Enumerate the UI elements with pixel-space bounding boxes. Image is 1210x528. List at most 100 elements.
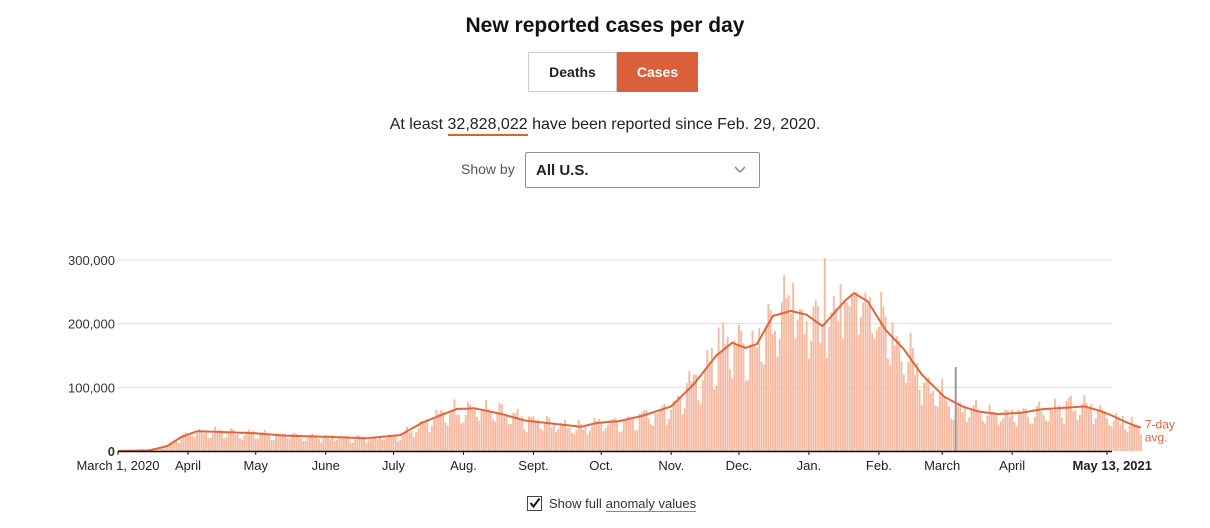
daily-bar — [995, 414, 998, 451]
daily-bar — [932, 390, 935, 451]
daily-bar — [668, 419, 670, 451]
daily-bar — [403, 431, 406, 451]
daily-bar — [997, 424, 1000, 451]
daily-bar — [817, 305, 819, 451]
daily-bar — [616, 420, 618, 451]
daily-bar — [200, 430, 203, 451]
daily-bar — [683, 407, 686, 451]
daily-bar — [1018, 410, 1020, 451]
x-tick-label: Sept. — [518, 458, 548, 473]
daily-bar — [322, 437, 325, 451]
daily-bar — [941, 378, 944, 451]
daily-bar — [514, 413, 517, 451]
daily-bar — [905, 382, 907, 451]
daily-bar — [530, 417, 533, 451]
daily-bar — [868, 296, 871, 451]
daily-bar — [543, 423, 546, 451]
x-tick-label: April — [175, 458, 201, 473]
daily-bar — [744, 380, 747, 451]
daily-bar — [871, 333, 874, 451]
daily-bar — [207, 437, 210, 451]
daily-bar — [295, 433, 298, 451]
x-tick-label: Nov. — [658, 458, 684, 473]
daily-bar — [232, 429, 235, 451]
seven-day-average-line — [118, 291, 1142, 452]
daily-bar — [191, 435, 194, 451]
daily-bar — [500, 404, 503, 451]
anomaly-toggle[interactable]: Show full anomaly values — [527, 493, 697, 513]
daily-bar — [778, 339, 781, 451]
daily-bar — [374, 437, 377, 451]
daily-bar — [866, 304, 869, 451]
daily-bar — [433, 418, 436, 451]
daily-bar — [1020, 413, 1023, 451]
daily-bar — [722, 322, 725, 451]
daily-bar — [239, 438, 241, 451]
y-tick-label: 300,000 — [68, 253, 115, 268]
daily-bar — [1128, 425, 1131, 451]
daily-bar — [620, 431, 623, 451]
daily-bar — [740, 330, 743, 451]
daily-bar — [715, 385, 718, 451]
daily-bar — [593, 417, 596, 451]
deaths-button[interactable]: Deaths — [528, 52, 617, 92]
daily-bar — [1121, 416, 1124, 451]
daily-bar — [539, 428, 542, 451]
daily-bar — [358, 435, 361, 451]
daily-bar — [227, 432, 230, 451]
daily-bar — [1115, 413, 1117, 451]
daily-bar — [410, 431, 413, 451]
daily-bar — [629, 418, 632, 451]
daily-bar — [1015, 426, 1018, 451]
daily-bar — [494, 421, 497, 451]
daily-bar — [625, 418, 627, 451]
daily-bar — [254, 438, 257, 451]
daily-bar — [460, 423, 463, 451]
daily-bar — [981, 420, 984, 451]
daily-bar — [681, 414, 684, 451]
daily-bar — [704, 370, 707, 451]
daily-bar — [835, 307, 837, 451]
daily-bar — [647, 418, 650, 451]
daily-bar — [688, 371, 691, 451]
daily-bar — [591, 426, 594, 451]
x-tick-label: July — [382, 458, 406, 473]
cases-button[interactable]: Cases — [617, 52, 698, 92]
daily-bar — [397, 441, 399, 451]
daily-bar — [957, 404, 959, 451]
daily-bar — [509, 423, 512, 451]
daily-bar — [446, 425, 449, 451]
daily-bar — [948, 406, 950, 451]
daily-bar — [1088, 409, 1090, 451]
region-select[interactable]: All U.S. — [525, 152, 760, 188]
daily-bar — [180, 437, 183, 451]
anomaly-checkbox[interactable] — [527, 495, 542, 511]
anomaly-values-link[interactable]: anomaly values — [605, 495, 697, 512]
daily-bar — [360, 437, 363, 451]
daily-bar — [742, 343, 745, 451]
daily-bar — [999, 421, 1002, 451]
daily-bar — [611, 418, 614, 451]
daily-bar — [1008, 416, 1011, 451]
daily-bar — [338, 436, 341, 451]
daily-bar — [607, 425, 609, 451]
daily-bar — [769, 309, 772, 451]
daily-bar — [1119, 424, 1122, 451]
daily-bar — [306, 437, 309, 451]
daily-bar — [1094, 418, 1097, 451]
daily-bar — [336, 439, 338, 451]
daily-bar — [340, 435, 343, 451]
daily-bar — [936, 406, 939, 451]
region-select-value: All U.S. — [536, 162, 589, 179]
daily-bar — [814, 300, 817, 451]
daily-bar — [855, 291, 858, 451]
daily-bar — [421, 422, 424, 451]
x-tick-label: June — [312, 458, 340, 473]
daily-bar — [392, 436, 395, 451]
daily-bar — [309, 435, 311, 451]
daily-bar — [277, 435, 280, 451]
daily-bar — [381, 439, 384, 451]
daily-bar — [388, 434, 390, 451]
daily-bar — [453, 399, 456, 451]
daily-bar — [209, 437, 212, 451]
